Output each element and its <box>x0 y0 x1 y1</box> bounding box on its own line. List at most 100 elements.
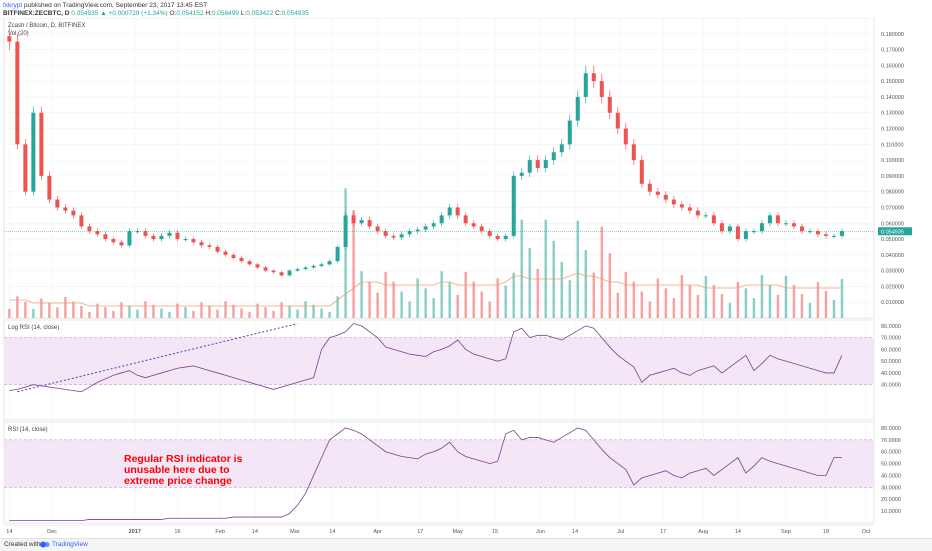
price-tick-label: 0.020000 <box>881 284 904 290</box>
volume-bar <box>80 306 83 318</box>
price-pane-legend: Zcash / Bitcoin, D, BITFINEX <box>8 23 85 29</box>
candle-body <box>31 112 36 192</box>
candle-body <box>335 246 340 262</box>
candle-body <box>191 239 196 243</box>
price-tick-label: 0.060000 <box>881 221 904 227</box>
x-tick-label: Jul <box>617 529 624 535</box>
price-tick-label: 0.110000 <box>881 142 904 148</box>
author-link[interactable]: fxkrypt <box>3 2 23 9</box>
rsi-annotation-line: unusable here due to <box>124 464 230 476</box>
volume-bar <box>64 297 67 318</box>
candle-body <box>175 232 180 240</box>
volume-ma-line <box>9 272 842 307</box>
log-rsi-tick-label: 70.0000 <box>881 336 901 342</box>
low-label: L: <box>240 10 247 17</box>
candle-body <box>127 231 132 246</box>
volume-bar <box>504 285 507 318</box>
rsi-tick-label: 40.0000 <box>881 473 901 479</box>
candle-body <box>215 246 220 252</box>
tradingview-logo-icon[interactable] <box>40 540 50 551</box>
log-rsi-trendline <box>17 323 298 393</box>
candle-body <box>831 235 836 237</box>
candle-body <box>47 175 52 200</box>
x-tick-label: 15 <box>492 529 498 535</box>
volume-bar <box>800 294 804 318</box>
candle-body <box>183 239 188 241</box>
candle-body <box>223 251 228 255</box>
open-label: O: <box>169 10 177 17</box>
pane-frame-price <box>3 17 875 319</box>
candle-body <box>535 160 540 168</box>
volume-bar <box>664 288 668 318</box>
volume-bar <box>440 271 443 318</box>
volume-bar <box>328 312 331 318</box>
tradingview-brand[interactable]: TradingView <box>52 541 88 548</box>
volume-bar <box>120 302 123 318</box>
volume-bar <box>744 288 748 318</box>
price-tick-label: 0.180000 <box>881 32 904 38</box>
volume-bar <box>776 294 780 318</box>
x-tick-label: Apr <box>373 529 382 535</box>
high-value: 0.058499 <box>211 10 239 17</box>
candle-body <box>135 231 140 233</box>
volume-bar <box>424 288 427 318</box>
volume-bar <box>184 307 187 318</box>
volume-bar <box>192 310 195 318</box>
volume-bar <box>160 308 163 318</box>
log-rsi-tick-label: 40.0000 <box>881 371 901 377</box>
candle-body <box>615 112 620 129</box>
price-tick-label: 0.090000 <box>881 174 904 180</box>
price-tick-label: 0.050000 <box>881 237 904 243</box>
candle-body <box>655 191 660 195</box>
volume-bar <box>72 301 75 318</box>
candle-body <box>767 215 772 224</box>
volume-bar <box>528 247 531 318</box>
volume-bar <box>576 220 579 318</box>
chart-area[interactable]: 0.180000 0.170000 0.160000 0.150000 0.140000… <box>0 17 932 538</box>
candle-body <box>295 269 300 271</box>
volume-bar <box>264 307 267 318</box>
volume-bar <box>704 276 708 318</box>
volume-bar <box>824 291 828 318</box>
volume-bar <box>352 210 355 318</box>
volume-bar <box>760 275 764 318</box>
candle-body <box>759 223 764 232</box>
x-tick-label: 17 <box>417 529 423 535</box>
candle-body <box>687 207 692 211</box>
candle-body <box>799 226 804 232</box>
x-tick-label: Oct <box>862 529 871 535</box>
candle-body <box>511 175 516 236</box>
volume-legend: Vol (20) <box>8 31 29 37</box>
candle-body <box>791 223 796 227</box>
x-tick-label: Feb <box>215 529 224 535</box>
volume-bar <box>368 282 371 318</box>
volume-bar <box>96 303 99 318</box>
publish-line: fxkrypt published on TradingView.com, Se… <box>3 2 207 9</box>
chart-svg[interactable]: 0.180000 0.170000 0.160000 0.150000 0.140000… <box>0 17 932 538</box>
candle-body <box>719 223 724 232</box>
published-text: published on TradingView.com, September … <box>23 2 208 9</box>
low-value: 0.053422 <box>246 10 274 17</box>
volume-bar <box>144 301 147 318</box>
x-tick-label: Jun <box>536 529 545 535</box>
volume-bar <box>496 278 499 318</box>
candle-body <box>7 36 12 42</box>
volume-bar <box>40 298 43 318</box>
rsi-annotation-line: extreme price change <box>124 475 232 487</box>
candle-body <box>679 204 684 208</box>
price-change: ▲ +0.000729 (+1.34%) <box>100 10 168 17</box>
volume-bar <box>640 291 644 318</box>
volume-bar <box>224 301 227 318</box>
volume-bar <box>304 301 307 318</box>
candle-body <box>143 231 148 236</box>
candle-body <box>39 112 44 176</box>
volume-bar <box>672 298 676 318</box>
candle-body <box>495 235 500 240</box>
volume-bar <box>520 219 523 318</box>
x-tick-label: Dec <box>47 529 57 535</box>
volume-bar <box>480 291 483 318</box>
volume-bar <box>56 307 59 318</box>
x-tick-label: 14 <box>252 529 258 535</box>
volume-bar <box>152 304 155 318</box>
candle-body <box>703 215 708 217</box>
